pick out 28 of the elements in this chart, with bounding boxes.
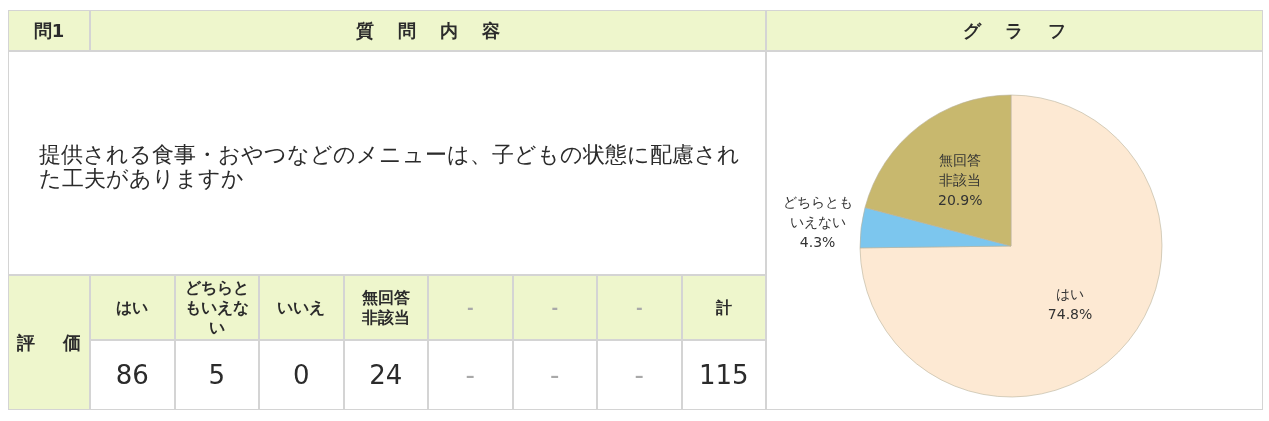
- text: 問1: [33, 18, 65, 43]
- category-label: いいえ: [277, 297, 326, 318]
- category-label: 計: [715, 297, 732, 318]
- data-label: -: [550, 360, 560, 390]
- data-label: 4.3%: [799, 233, 836, 253]
- data-label: 5: [208, 360, 226, 390]
- data-label: 74.8%: [1047, 305, 1093, 325]
- slice-label: どちらともいえない: [781, 193, 854, 233]
- category-label: -: [551, 297, 559, 318]
- category-label: -: [466, 297, 474, 318]
- data-label: 86: [115, 360, 149, 390]
- data-label: 115: [698, 360, 749, 390]
- category-label: はい: [116, 297, 149, 318]
- data-label: -: [465, 360, 475, 390]
- category-label: -: [635, 297, 643, 318]
- slice-label: はい: [1056, 285, 1085, 305]
- chart-title: グ ラ フ: [963, 18, 1066, 43]
- data-label: 20.9%: [938, 191, 983, 211]
- data-label: 24: [369, 360, 403, 390]
- pie-slice: [859, 94, 1163, 398]
- data-label: 0: [292, 360, 310, 390]
- category-label: 無回答非該当: [360, 287, 411, 328]
- category-label: どちらともいえない: [183, 277, 250, 338]
- text: 評 価: [16, 330, 82, 355]
- slice-label: 無回答非該当: [938, 151, 983, 191]
- text: 提供される食事・おやつなどのメニューは、子どもの状態に配慮された工夫がありますか: [39, 142, 741, 191]
- text: 質 問 内 容: [355, 18, 501, 43]
- data-label: -: [634, 360, 644, 390]
